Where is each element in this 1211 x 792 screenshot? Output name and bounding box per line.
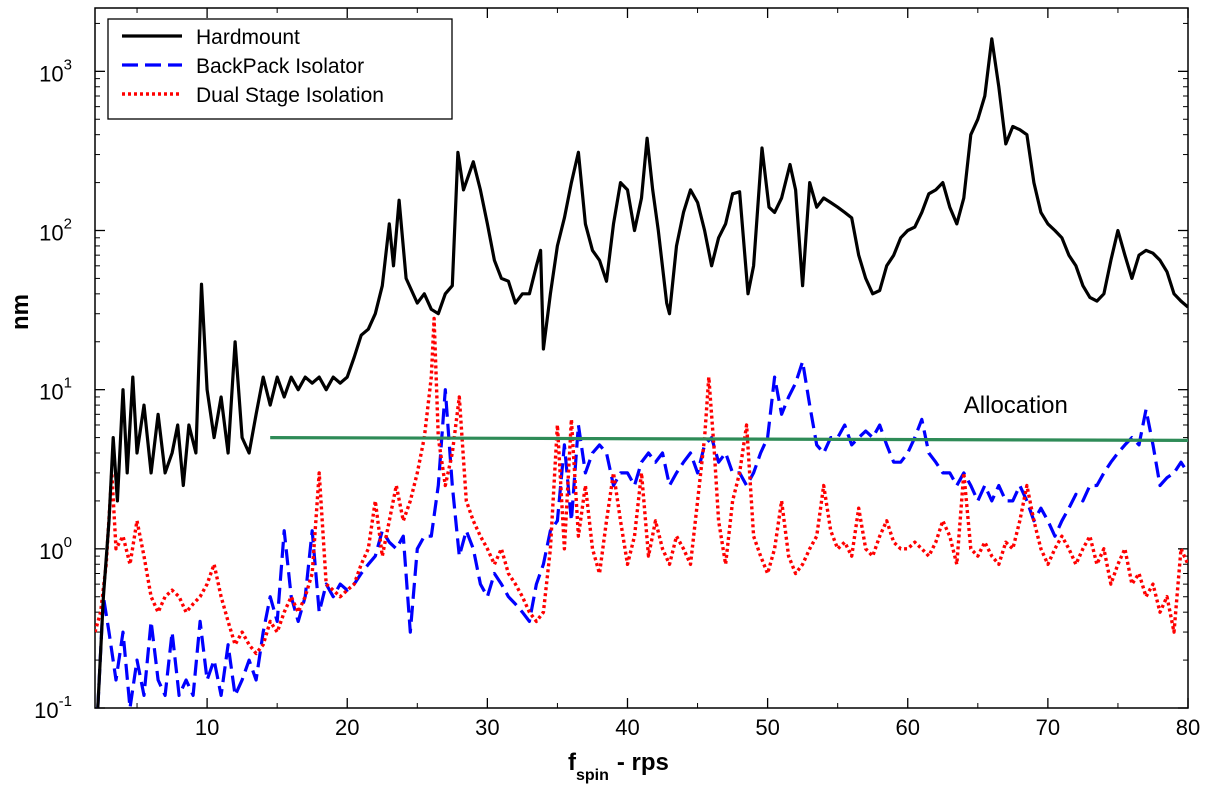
allocation-annotation: Allocation (964, 392, 1068, 419)
x-tick-label: 30 (475, 715, 499, 740)
x-axis-title-sub: spin (576, 767, 609, 784)
tick-labels: 10 20 30 40 50 60 70 80 10-1 100 101 102 103 (34, 56, 1200, 740)
y-tick-label: 102 (39, 216, 72, 246)
x-axis-title: fspin - rps (568, 749, 669, 784)
x-tick-label: 50 (755, 715, 779, 740)
series-hardmount (96, 37, 1188, 708)
series-backpack-isolator (96, 360, 1188, 708)
x-tick-label: 10 (195, 715, 219, 740)
allocation-line (270, 436, 1188, 442)
y-tick-label: 10-1 (34, 693, 72, 723)
y-tick-label: 101 (39, 375, 72, 405)
legend-label: BackPack Isolator (196, 55, 364, 78)
x-axis-title-rest: - rps (617, 749, 669, 776)
x-tick-label: 40 (615, 715, 639, 740)
series-layer (95, 37, 1188, 708)
x-tick-label: 70 (1036, 715, 1060, 740)
plot-frame (94, 7, 1189, 709)
y-tick-label: 100 (39, 534, 72, 564)
series-dual-stage-isolation (95, 316, 1188, 656)
legend-label: Dual Stage Isolation (196, 84, 384, 107)
y-axis-title: nm (7, 294, 34, 330)
x-tick-label: 60 (896, 715, 920, 740)
legend-label: Hardmount (196, 26, 300, 49)
axis-ticks (95, 8, 1189, 709)
y-tick-label: 103 (39, 56, 72, 86)
x-tick-label: 80 (1176, 715, 1200, 740)
x-tick-label: 20 (335, 715, 359, 740)
x-axis-title-main: f (568, 749, 577, 776)
legend: Hardmount BackPack Isolator Dual Stage Iso… (107, 18, 453, 120)
